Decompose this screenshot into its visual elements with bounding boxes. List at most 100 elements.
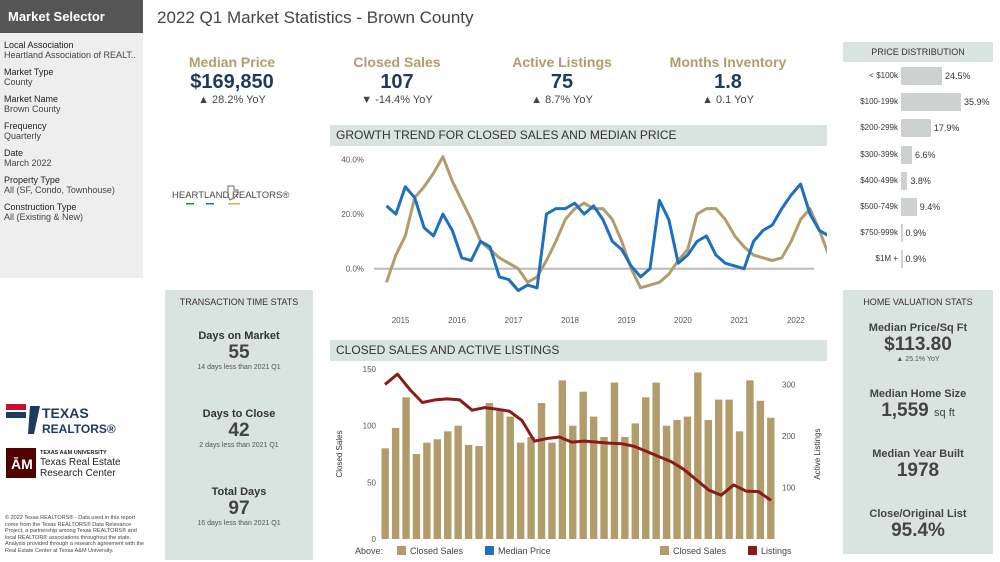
closed-sales-bar [714, 399, 723, 539]
filter-local-association[interactable]: Local Association Heartland Association o… [0, 40, 143, 60]
legend-swatch [397, 546, 406, 555]
y-axis-title: Closed Sales [335, 430, 344, 477]
stat-median-price-sqft: Median Price/Sq Ft $113.80 ▲ 25.1% YoY [843, 322, 993, 363]
filter-label: Date [4, 148, 24, 158]
stat-value: $113.80 [884, 334, 952, 355]
growth-chart-title: GROWTH TREND FOR CLOSED SALES AND MEDIAN… [330, 125, 827, 146]
closed-sales-bar [485, 403, 494, 539]
tamu-mark-letters: ĀM [11, 456, 33, 472]
logo-accent-gold [228, 203, 240, 205]
price-bucket-row: $100-199k 35.9% [843, 93, 993, 112]
legend-closed-sales-2[interactable]: Closed Sales [660, 546, 726, 556]
price-bucket-label: < $100k [869, 71, 898, 80]
filter-property-type[interactable]: Property Type All (SF, Condo, Townhouse) [0, 175, 143, 195]
filter-date[interactable]: Date March 2022 [0, 148, 143, 168]
market-selector-header: Market Selector [0, 0, 143, 33]
closed-sales-bar [642, 397, 650, 539]
stat-total-days: Total Days 97 16 days less than 2021 Q1 [165, 486, 313, 527]
price-bucket-pct: 17.9% [933, 123, 960, 134]
stat-note: 14 days less than 2021 Q1 [197, 364, 281, 371]
filter-value[interactable]: All (SF, Condo, Townhouse) [4, 185, 115, 195]
filter-value[interactable]: March 2022 [4, 158, 52, 168]
tamu-logo-line1: TEXAS A&M UNIVERSITY [40, 450, 107, 456]
kpi-median-price: Median Price $169,850 ▲ 28.2% YoY [157, 54, 307, 106]
x-tick-label: 2017 [505, 316, 523, 325]
kpi-label: Months Inventory [669, 54, 787, 70]
closed-sales-bar [516, 442, 525, 539]
price-bucket-bar [901, 93, 961, 112]
filter-label: Market Type [4, 67, 54, 77]
series-line-closed-sales [385, 155, 827, 290]
stat-label: Median Home Size [869, 388, 967, 400]
price-bucket-bar [901, 198, 917, 216]
x-tick-label: 2015 [392, 316, 410, 325]
price-bucket-label: $1M + [875, 254, 898, 264]
closed-sales-bar [704, 420, 712, 539]
logo-bar-red [6, 404, 26, 410]
price-bucket-row: $400-499k 3.8% [843, 171, 993, 190]
x-tick-label: 2016 [448, 316, 466, 325]
filter-frequency[interactable]: Frequency Quarterly [0, 121, 143, 141]
closed-sales-bar [433, 439, 442, 539]
y-tick-label: 150 [363, 365, 377, 374]
price-bucket-row: $500-749k 9.4% [843, 198, 993, 216]
closed-sales-bar [589, 416, 598, 539]
y2-axis-title: Active Listings [813, 428, 822, 479]
y-tick-label: 100 [363, 422, 377, 431]
filter-construction-type[interactable]: Construction Type All (Existing & New) [0, 202, 143, 222]
transaction-time-stats-panel: TRANSACTION TIME STATS Days on Market 55… [165, 290, 313, 560]
legend-listings[interactable]: Listings [748, 546, 792, 556]
filter-value[interactable]: County [4, 77, 33, 87]
heartland-realtors-logo: HEARTLAND REALTORS® [172, 185, 289, 205]
texas-logo-line1: TEXAS [42, 405, 89, 421]
closed-sales-bar [464, 444, 473, 539]
kpi-months-inventory: Months Inventory 1.8 ▲ 0.1 YoY [653, 54, 803, 106]
filter-value[interactable]: All (Existing & New) [4, 212, 84, 222]
transaction-panel-title: TRANSACTION TIME STATS [179, 297, 299, 307]
y2-tick-label: 100 [782, 483, 796, 492]
closed-sales-bar [444, 431, 452, 539]
filter-label: Market Name [4, 94, 59, 104]
closed-sales-bar [423, 442, 431, 539]
listings-line [384, 372, 772, 502]
price-distribution-title: PRICE DISTRIBUTION [843, 42, 993, 62]
closed-sales-bar [454, 425, 462, 539]
price-bucket-label: $300-399k [860, 149, 898, 159]
legend-swatch [660, 546, 669, 555]
filter-market-name[interactable]: Market Name Brown County [0, 94, 143, 114]
kpi-label: Active Listings [512, 54, 612, 70]
legend-median-price[interactable]: Median Price [485, 546, 551, 556]
y-tick-label: 0.0% [346, 265, 364, 274]
filter-market-type[interactable]: Market Type County [0, 67, 143, 87]
heartland-logo-text: HEARTLAND REALTORS® [172, 190, 289, 201]
legend-swatch [748, 546, 757, 555]
price-bucket-label: $100-199k [860, 97, 898, 107]
legend-label: Closed Sales [410, 546, 464, 556]
price-bucket-bar [901, 250, 903, 269]
closed-sales-bar [694, 372, 702, 539]
series-line-median-price [385, 182, 827, 293]
filter-value[interactable]: Quarterly [4, 131, 42, 141]
legend-closed-sales[interactable]: Closed Sales [397, 546, 463, 556]
closed-sales-bar [558, 380, 567, 539]
stat-days-to-close: Days to Close 42 2 days less than 2021 Q… [165, 408, 313, 449]
kpi-label: Closed Sales [353, 54, 441, 70]
sales-chart-title: CLOSED SALES AND ACTIVE LISTINGS [330, 340, 827, 361]
kpi-value: 75 [550, 71, 574, 93]
closed-sales-bar [683, 416, 692, 539]
stat-median-year-built: Median Year Built 1978 [843, 448, 993, 482]
stat-note: ▲ 25.1% YoY [896, 356, 940, 363]
stat-days-on-market: Days on Market 55 14 days less than 2021… [165, 330, 313, 371]
price-bucket-row: $750-999k 0.9% [843, 224, 993, 243]
closed-sales-bar [767, 417, 775, 539]
price-distribution-chart: < $100k 24.5% $100-199k 35.9% $200-299k 17.9%… [843, 67, 993, 269]
page-title: 2022 Q1 Market Statistics - Brown County [157, 8, 474, 27]
filter-value[interactable]: Brown County [4, 104, 61, 114]
kpi-delta: ▲ 8.7% YoY [531, 94, 593, 106]
closed-sales-bar [506, 416, 514, 539]
price-bucket-bar [901, 224, 903, 243]
home-valuation-stats-panel: HOME VALUATION STATS Median Price/Sq Ft … [843, 290, 993, 554]
price-bucket-bar [901, 119, 931, 138]
stat-value: 97 [228, 498, 250, 519]
filter-value[interactable]: Heartland Association of REALT.. [4, 50, 136, 60]
